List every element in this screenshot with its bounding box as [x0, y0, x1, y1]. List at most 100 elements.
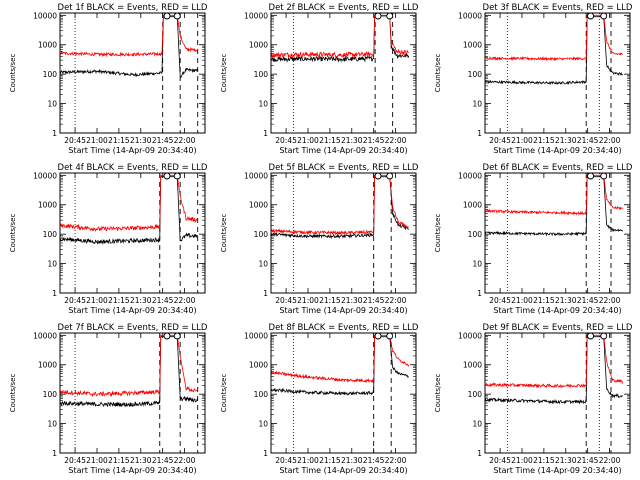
saturation-marker: [374, 332, 382, 340]
saturation-marker: [600, 12, 608, 20]
series-line-lld: [270, 14, 409, 59]
y-tick-label: 100: [43, 70, 58, 79]
x-tick-label: 21:00: [511, 136, 533, 145]
x-tick-label: 21:00: [297, 136, 319, 145]
x-axis-label: Start Time (14-Apr-09 20:34:40): [279, 306, 407, 315]
y-tick-label: 100: [468, 70, 483, 79]
y-tick-label: 10: [47, 100, 57, 109]
saturation-marker: [163, 332, 171, 340]
saturation-marker: [173, 332, 181, 340]
x-tick-label: 21:45: [577, 136, 599, 145]
x-tick-label: 22:00: [174, 456, 196, 465]
y-axis-label: Counts/sec: [220, 374, 228, 413]
x-tick-label: 21:00: [86, 456, 108, 465]
y-tick-label: 1000: [38, 361, 57, 370]
series-line-lld: [59, 14, 199, 58]
saturation-marker: [386, 12, 394, 20]
saturation-marker: [386, 172, 394, 180]
plot-frame: [59, 332, 206, 454]
x-tick-label: 22:00: [599, 456, 621, 465]
y-tick-label: 1: [477, 449, 482, 458]
y-axis-label: Counts/sec: [434, 214, 442, 253]
plot-frame: [484, 172, 631, 294]
chart-panel: Det 7f BLACK = Events, RED = LLD Counts/s…: [9, 323, 208, 475]
series-line-events: [484, 336, 623, 405]
y-tick-label: 1000: [249, 201, 268, 210]
plot-frame: [484, 12, 631, 134]
y-tick-label: 10000: [244, 331, 268, 340]
chart-panel: Det 4f BLACK = Events, RED = LLD Counts/s…: [9, 163, 208, 315]
x-tick-label: 21:15: [533, 136, 555, 145]
chart-panel: Det 9f BLACK = Events, RED = LLD Counts/s…: [434, 323, 633, 475]
x-tick-label: 21:00: [297, 296, 319, 305]
saturation-marker: [173, 12, 181, 20]
x-tick-label: 20:45: [64, 136, 86, 145]
y-axis-label: Counts/sec: [220, 214, 228, 253]
y-tick-label: 1: [52, 289, 57, 298]
x-tick-label: 21:30: [130, 296, 152, 305]
series-line-events: [270, 176, 409, 240]
series-line-lld: [270, 174, 409, 236]
x-tick-label: 22:00: [385, 456, 407, 465]
x-tick-label: 21:45: [577, 296, 599, 305]
x-tick-label: 21:45: [363, 136, 385, 145]
saturation-marker: [587, 12, 595, 20]
x-tick-label: 21:15: [533, 456, 555, 465]
plot-frame: [270, 12, 417, 134]
y-axis-label: Counts/sec: [9, 54, 17, 93]
x-tick-label: 22:00: [599, 136, 621, 145]
y-tick-label: 10: [258, 100, 268, 109]
series-line-events: [484, 16, 624, 86]
x-tick-label: 21:45: [363, 296, 385, 305]
saturation-marker: [587, 172, 595, 180]
chart-title: Det 8f BLACK = Events, RED = LLD: [269, 323, 419, 333]
y-tick-label: 1: [52, 129, 57, 138]
x-tick-label: 20:45: [64, 456, 86, 465]
y-tick-label: 10000: [458, 171, 482, 180]
y-tick-label: 10000: [458, 331, 482, 340]
plot-frame: [270, 332, 417, 454]
saturation-marker: [600, 172, 608, 180]
y-tick-label: 10000: [458, 11, 482, 20]
y-axis-label: Counts/sec: [220, 54, 228, 93]
y-tick-label: 100: [468, 390, 483, 399]
series-line-lld: [484, 334, 624, 389]
saturation-marker: [386, 332, 394, 340]
x-tick-label: 22:00: [385, 296, 407, 305]
x-tick-label: 21:00: [86, 136, 108, 145]
chart-title: Det 6f BLACK = Events, RED = LLD: [483, 163, 633, 173]
chart-title: Det 3f BLACK = Events, RED = LLD: [483, 3, 633, 13]
x-tick-label: 21:00: [511, 296, 533, 305]
chart-panel: Det 2f BLACK = Events, RED = LLD Counts/s…: [220, 3, 419, 155]
y-tick-label: 10: [472, 260, 482, 269]
y-tick-label: 1: [263, 449, 268, 458]
y-tick-label: 1: [477, 129, 482, 138]
y-tick-label: 100: [468, 230, 483, 239]
x-tick-label: 21:30: [555, 136, 577, 145]
chart-panel: Det 6f BLACK = Events, RED = LLD Counts/s…: [434, 163, 633, 315]
y-tick-label: 1000: [38, 201, 57, 210]
plot-frame: [270, 172, 417, 294]
series-line-events: [59, 176, 199, 246]
x-tick-label: 22:00: [385, 136, 407, 145]
chart-panel: Det 5f BLACK = Events, RED = LLD Counts/s…: [220, 163, 419, 315]
chart-title: Det 4f BLACK = Events, RED = LLD: [58, 163, 208, 173]
y-tick-label: 1000: [38, 41, 57, 50]
y-axis-label: Counts/sec: [434, 54, 442, 93]
x-tick-label: 21:00: [297, 456, 319, 465]
y-tick-label: 1000: [463, 361, 482, 370]
series-line-events: [484, 176, 624, 237]
x-axis-label: Start Time (14-Apr-09 20:34:40): [68, 306, 196, 315]
series-line-events: [270, 336, 410, 396]
x-tick-label: 21:30: [341, 456, 363, 465]
y-axis-label: Counts/sec: [9, 374, 17, 413]
y-tick-label: 100: [43, 390, 58, 399]
y-tick-label: 1000: [463, 41, 482, 50]
x-tick-label: 21:30: [555, 456, 577, 465]
y-tick-label: 10: [472, 420, 482, 429]
chart-title: Det 7f BLACK = Events, RED = LLD: [58, 323, 208, 333]
y-tick-label: 100: [254, 230, 269, 239]
y-tick-label: 1000: [463, 201, 482, 210]
x-axis-label: Start Time (14-Apr-09 20:34:40): [279, 466, 407, 475]
x-tick-label: 21:30: [341, 296, 363, 305]
